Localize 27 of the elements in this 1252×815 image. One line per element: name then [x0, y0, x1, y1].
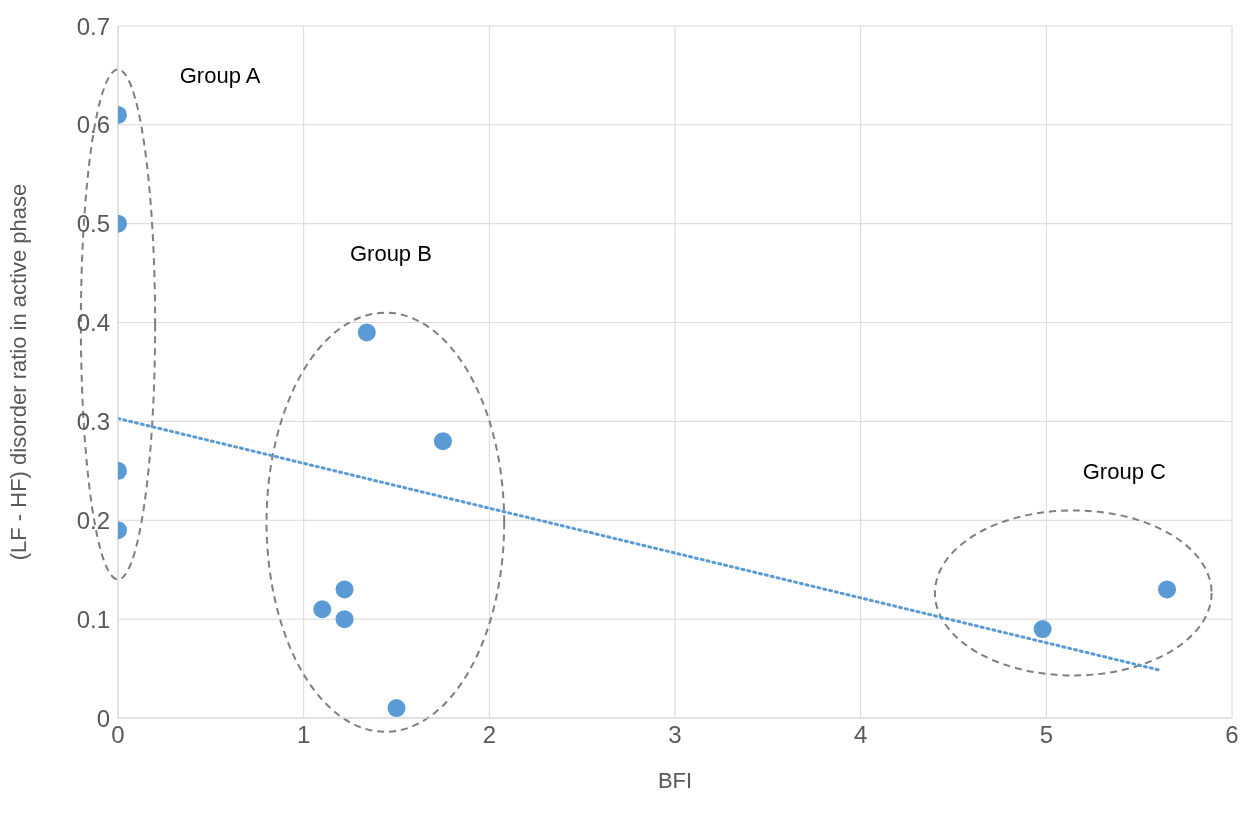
- point: [1158, 580, 1177, 599]
- y-tick-label: 0.5: [76, 210, 110, 238]
- x-tick-label: 1: [296, 721, 311, 749]
- annotation: Group C: [1082, 458, 1166, 484]
- y-tick-label: 0.6: [76, 111, 110, 139]
- y-tick-label: 0.3: [76, 407, 110, 435]
- x-tick-label: 2: [482, 721, 497, 749]
- point: [335, 580, 354, 599]
- annotation: Group B: [349, 241, 432, 267]
- x-tick-label: 5: [1039, 721, 1054, 749]
- point: [335, 610, 354, 629]
- point: [387, 699, 406, 718]
- y-tick-label: 0: [96, 704, 110, 732]
- x-tick-label: 6: [1225, 721, 1239, 749]
- y-axis-title: (LF - HF) disorder ratio in active phase: [5, 183, 31, 561]
- point: [433, 432, 452, 451]
- x-axis-title: BFI: [657, 768, 693, 793]
- y-tick-label: 0.2: [76, 506, 110, 534]
- y-tick-label: 0.4: [76, 309, 110, 337]
- point: [1033, 620, 1052, 639]
- annotation: Group A: [179, 63, 261, 89]
- y-tick-label: 0.1: [76, 605, 110, 633]
- y-tick-label: 0.7: [76, 12, 110, 40]
- x-tick-label: 3: [668, 721, 682, 749]
- point: [357, 323, 376, 342]
- x-tick-label: 4: [853, 721, 868, 749]
- point: [313, 600, 332, 619]
